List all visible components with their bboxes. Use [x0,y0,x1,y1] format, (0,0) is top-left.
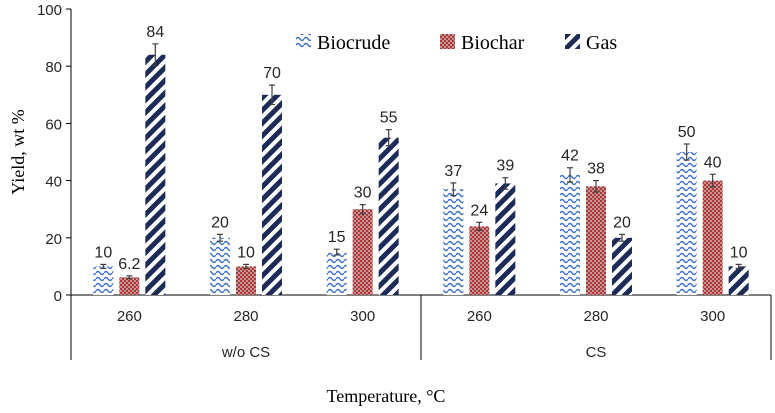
x-tick-label: 280 [233,308,258,325]
biocrude-legend-swatch [296,34,311,49]
gas-bar [378,137,399,295]
gas-bar [495,183,516,295]
y-tick-label: 0 [54,288,62,305]
gas-bar [612,237,632,295]
gas-data-label: 70 [263,65,281,82]
biocrude-bar [443,189,464,295]
gas-data-label: 55 [380,110,398,127]
biochar-data-label: 24 [470,202,488,219]
y-axis: 0 20 40 60 80 100 [37,2,72,305]
gas-data-label: 39 [496,158,514,175]
biochar-bar [119,277,140,295]
gas-legend-label: Gas [586,32,617,54]
error-bars [100,43,742,280]
x-axis: 260 280 300 260 280 300 w/o CS CS [70,294,772,361]
gas-legend-swatch [565,34,580,49]
biocrude-data-label: 50 [678,124,696,141]
y-tick-label: 60 [45,116,62,133]
biochar-legend-swatch [440,34,455,49]
biochar-bar [469,226,490,295]
biocrude-bar [210,237,230,295]
y-tick-label: 40 [45,174,62,191]
y-tick-label: 100 [37,2,62,19]
gas-bar [728,266,749,295]
gas-data-label: 20 [613,214,631,231]
y-tick-label: 20 [45,231,62,248]
biochar-data-label: 6.2 [118,256,140,273]
bars [93,54,749,296]
x-tick-label: 300 [350,308,375,325]
biochar-bar [586,186,606,295]
biocrude-bar [560,174,580,295]
y-tick-label: 80 [45,59,62,76]
x-group-label: CS [586,344,607,361]
biochar-data-label: 30 [354,185,372,202]
x-tick-label: 260 [467,308,492,325]
biochar-bar [702,180,723,295]
x-tick-label: 300 [700,308,725,325]
biochar-data-label: 40 [704,154,722,171]
biochar-data-label: 38 [587,161,605,178]
legend: Biocrude Biochar Gas [296,32,617,54]
biochar-bar [352,209,373,295]
biocrude-data-label: 10 [94,244,112,261]
biocrude-data-label: 37 [444,163,462,180]
biocrude-data-label: 42 [561,148,579,165]
biochar-legend-label: Biochar [461,32,525,54]
biocrude-bar [676,152,697,295]
data-labels: 10 20 15 37 42 50 6.2 10 30 24 38 40 84 70 55 39 20 10 [94,24,747,273]
gas-data-label: 84 [146,24,164,41]
biochar-bar [236,266,256,295]
x-tick-label: 260 [117,308,142,325]
gas-bar [145,54,166,296]
biocrude-bar [93,266,114,295]
gas-bar [262,94,282,295]
x-tick-label: 280 [583,308,608,325]
biocrude-data-label: 15 [328,229,346,246]
biocrude-bar [326,252,347,295]
x-axis-title: Temperature, °C [327,386,446,406]
gas-data-label: 10 [730,244,748,261]
x-group-label: w/o CS [221,344,270,361]
biochar-data-label: 10 [237,244,255,261]
biocrude-data-label: 20 [211,214,229,231]
biocrude-legend-label: Biocrude [317,32,390,54]
y-axis-title: Yield, wt % [8,109,28,195]
